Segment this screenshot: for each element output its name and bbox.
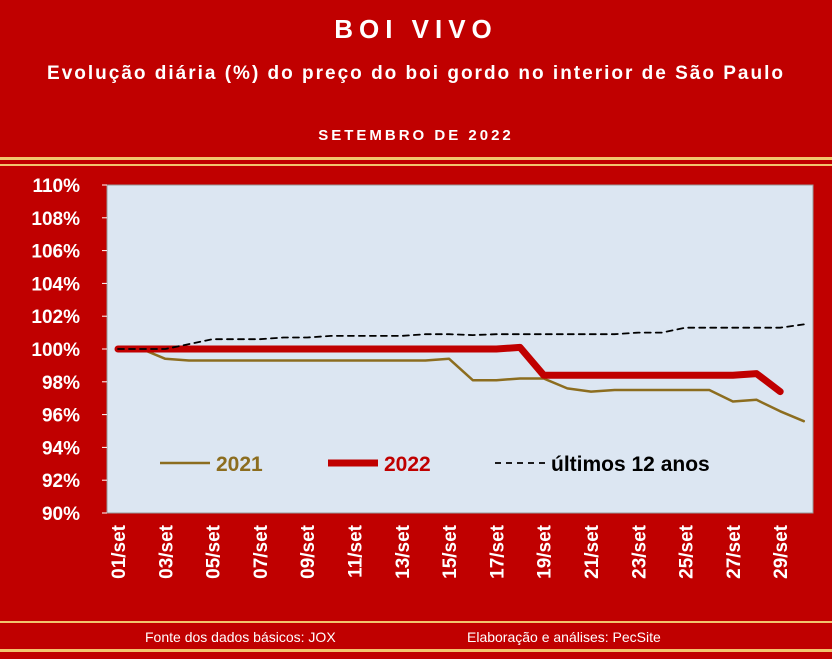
title: BOI VIVO — [334, 14, 498, 44]
legend-label: 2022 — [384, 453, 431, 476]
y-tick-label: 104% — [31, 274, 80, 295]
x-tick-label: 09/set — [298, 524, 319, 579]
x-tick-label: 03/set — [156, 524, 177, 579]
series-line — [116, 347, 806, 423]
y-tick-label: 102% — [31, 307, 80, 328]
border-top — [0, 157, 832, 652]
period: SETEMBRO DE 2022 — [318, 127, 514, 144]
y-tick-label: 110% — [32, 176, 80, 197]
x-tick-label: 01/set — [109, 524, 130, 579]
x-tick-label: 29/set — [771, 524, 792, 579]
y-tick-label: 96% — [42, 406, 80, 427]
y-tick-label: 106% — [31, 242, 80, 263]
y-tick-label: 94% — [42, 438, 80, 459]
x-tick-label: 13/set — [393, 524, 414, 579]
y-tick-label: 108% — [31, 209, 80, 230]
subtitle: Evolução diária (%) do preço do boi gord… — [47, 63, 785, 84]
x-tick-label: 17/set — [487, 524, 508, 579]
x-tick-label: 23/set — [629, 524, 650, 579]
source: Fonte dos dados básicos: JOX — [145, 629, 336, 645]
credit: Elaboração e análises: PecSite — [467, 629, 661, 645]
y-tick-label: 98% — [42, 373, 80, 394]
x-tick-label: 27/set — [724, 524, 745, 579]
series-line — [117, 323, 805, 350]
y-tick-label: 100% — [31, 340, 80, 361]
x-tick-label: 21/set — [582, 524, 603, 579]
y-tick-label: 92% — [42, 471, 80, 492]
x-tick-label: 15/set — [440, 524, 461, 579]
x-tick-label: 25/set — [677, 524, 698, 579]
x-tick-label: 05/set — [204, 524, 225, 579]
legend-label: 2021 — [216, 453, 263, 476]
x-tick-label: 11/set — [346, 524, 367, 577]
x-tick-label: 07/set — [251, 524, 272, 579]
series-line — [114, 343, 784, 396]
x-tick-label: 19/set — [535, 524, 556, 579]
y-tick-label: 90% — [42, 504, 80, 525]
legend-label: últimos 12 anos — [551, 453, 710, 476]
